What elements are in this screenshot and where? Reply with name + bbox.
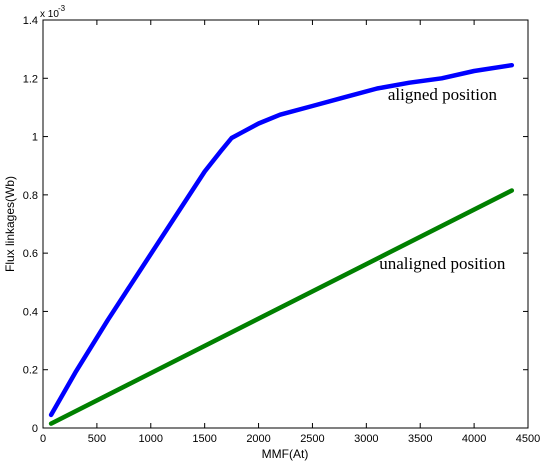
aligned-position-line [48,62,515,418]
y-tick-label: 0.2 [23,365,38,377]
annotation-label: aligned position [388,85,498,104]
plot-area [42,19,529,429]
x-tick-label: 3000 [354,433,378,445]
y-tick-label: 1.2 [23,73,38,85]
y-exponent-label: x 10 [40,9,59,20]
x-tick-label: 1500 [192,433,216,445]
y-exponent-power: -3 [58,4,66,13]
x-axis-label: MMF(At) [262,447,309,461]
y-axis-label: Flux linkages(Wb) [3,176,17,272]
unaligned-position-line [48,188,515,426]
y-tick-label: 0.6 [23,248,38,260]
x-tick-label: 0 [40,433,46,445]
y-tick-label: 0 [32,423,38,435]
x-tick-label: 2000 [246,433,270,445]
data-series [48,62,515,426]
annotation-label: unaligned position [379,254,506,273]
axis-ticks: 0 500 1000 1500 2000 2500 3000 3500 4000 4500 0 0.2… [23,15,541,445]
y-tick-label: 0.4 [23,306,38,318]
x-tick-label: 2500 [300,433,324,445]
x-tick-label: 500 [88,433,106,445]
x-tick-label: 3500 [408,433,432,445]
x-tick-label: 4000 [462,433,486,445]
annotations: aligned position unaligned position [379,85,506,273]
y-tick-label: 1.4 [23,15,38,27]
x-tick-label: 1000 [139,433,163,445]
y-tick-label: 0.8 [23,190,38,202]
x-tick-label: 4500 [516,433,540,445]
y-tick-label: 1 [32,132,38,144]
